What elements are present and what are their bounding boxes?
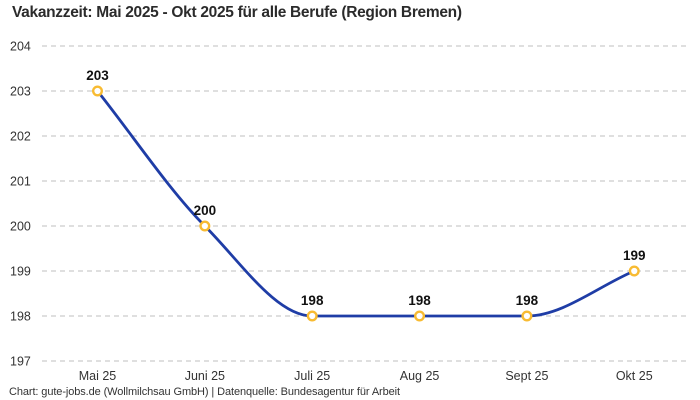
data-point-marker <box>521 310 533 322</box>
data-point-label: 199 <box>623 248 646 263</box>
y-tick-label: 201 <box>10 175 31 189</box>
y-tick-label: 203 <box>10 85 31 99</box>
y-tick-label: 200 <box>10 220 31 234</box>
y-tick-label: 204 <box>10 40 31 54</box>
data-point-marker <box>628 265 640 277</box>
y-tick-label: 202 <box>10 130 31 144</box>
x-tick-label: Sept 25 <box>505 369 548 383</box>
x-tick-label: Okt 25 <box>616 369 653 383</box>
data-point-marker <box>91 85 103 97</box>
data-point-marker <box>414 310 426 322</box>
data-point-label: 200 <box>194 203 217 218</box>
chart-footer-attribution: Chart: gute-jobs.de (Wollmilchsau GmbH) … <box>9 386 400 398</box>
chart-title: Vakanzzeit: Mai 2025 - Okt 2025 für alle… <box>12 4 462 21</box>
y-tick-label: 198 <box>10 310 31 324</box>
x-tick-label: Juni 25 <box>185 369 225 383</box>
series-line <box>96 89 636 318</box>
y-tick-label: 199 <box>10 265 31 279</box>
x-tick-label: Mai 25 <box>79 369 117 383</box>
data-point-label: 198 <box>408 293 431 308</box>
data-point-marker <box>306 310 318 322</box>
data-point-marker <box>199 220 211 232</box>
data-point-label: 198 <box>516 293 539 308</box>
data-point-label: 203 <box>86 68 109 83</box>
x-tick-label: Aug 25 <box>400 369 440 383</box>
data-point-label: 198 <box>301 293 324 308</box>
x-tick-label: Juli 25 <box>294 369 330 383</box>
y-tick-label: 197 <box>10 355 31 369</box>
